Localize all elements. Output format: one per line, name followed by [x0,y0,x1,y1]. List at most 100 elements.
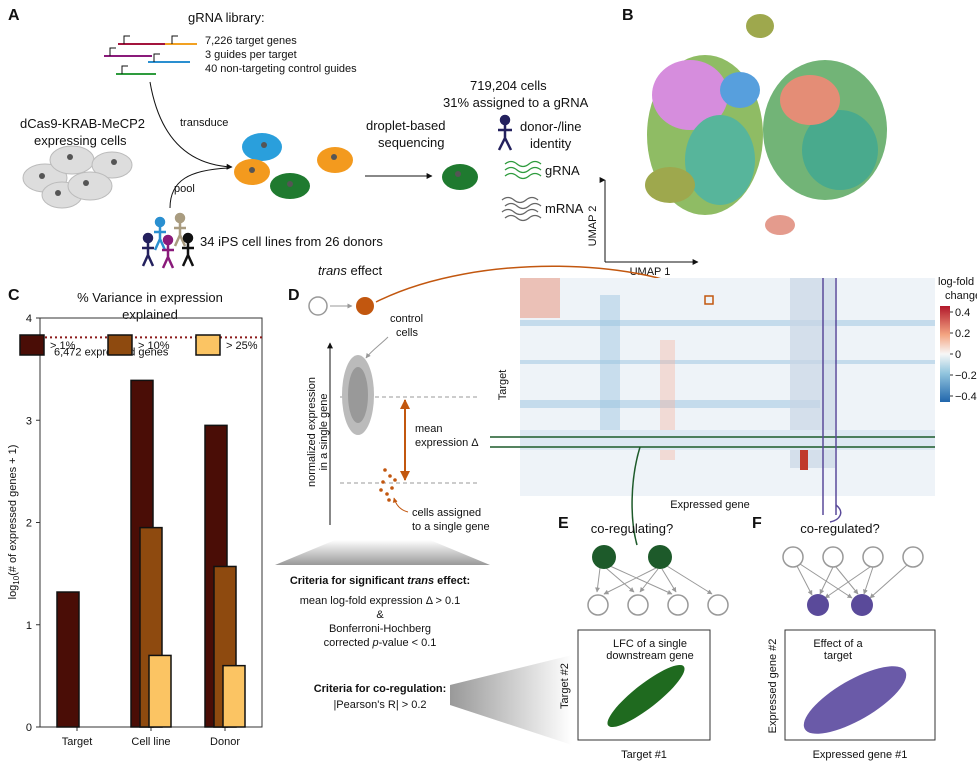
panel-f: F co-regulated? Effect of a target Expre… [752,515,936,761]
heatmap [520,278,935,496]
panel-letter: F [752,515,762,532]
nucleus [455,171,461,177]
nodes [587,594,729,616]
delta-label: mean [415,423,443,435]
transduce-arrow [149,81,233,170]
mrna-label: mRNA [545,201,584,216]
node [592,545,616,569]
grna-waves [504,160,542,180]
identity-icon [497,114,513,151]
node [356,297,374,315]
criteria-title: Criteria for significant trans effect: [290,575,470,587]
panel-letter: C [8,287,20,304]
text-part: effect: [434,575,470,587]
link-curve [829,504,842,523]
y-tick-label: 3 [26,415,32,427]
bar [222,664,246,728]
colorbar-tick-label: 0.4 [955,307,970,319]
colorbar-tick-label: 0 [955,349,961,361]
cells-label: expressing cells [34,133,127,148]
node [648,545,672,569]
highlight-box [704,295,714,305]
umap-y-label: UMAP 2 [587,206,599,247]
node [807,594,829,616]
transduce-label: transduce [180,117,228,129]
edges [796,563,908,599]
x-label: Expressed gene #1 [813,749,908,761]
node [308,296,328,316]
column-lines [822,278,837,515]
panel-title: co-regulated? [800,521,880,536]
panel-a: A gRNA library: 7,226 target genes 3 gui… [8,7,589,269]
link-curve [631,446,641,546]
italic-part: p [372,637,379,649]
y-tick-label: 0 [26,722,32,734]
legend-swatch [107,334,133,356]
delta-label: expression Δ [415,437,479,449]
y-tick-label: 1 [26,620,32,632]
shade [450,655,572,745]
library-line: 7,226 target genes [205,35,297,47]
callout [365,336,389,359]
heatmap-x-label: Expressed gene [670,499,750,511]
sequencing-label: droplet-based [366,118,446,133]
panel-b: B UMAP 2 UMAP 1 [587,7,887,278]
colorbar-tick-label: −0.2 [955,370,977,382]
sequencing-label: sequencing [378,135,445,150]
chart-title: % Variance in expression [77,290,223,305]
control-label: control [390,313,423,325]
panel-d: D trans effect Target Expressed gene log… [275,263,977,745]
grna-icons [104,35,197,75]
x-tick-label: Target [62,736,93,748]
text-part: Criteria for significant [290,575,407,587]
x-label: Target #1 [621,749,667,761]
pool-arrow [169,167,229,209]
assigned-label: cells assigned [412,507,481,519]
library-line: 3 guides per target [205,49,297,61]
umap-axes [604,180,698,262]
axis-label: normalized expression [306,377,318,487]
legend-swatch [19,334,45,356]
y-axis-label: log10(# of expressed genes + 1) [7,445,21,600]
y-tick-label: 4 [26,313,32,325]
panel-e: E co-regulating? LFC of a single downstr… [558,515,729,761]
pool-label: pool [174,183,195,195]
row-lines [490,436,935,448]
text-part: corrected [324,637,373,649]
panel-title: co-regulating? [591,521,673,536]
identity-label: donor-/line [520,119,581,134]
panel-letter: D [288,287,300,304]
assigned-label: to a single gene [412,521,490,533]
criteria-line: Bonferroni-Hochberg [329,623,431,635]
edges [595,565,713,595]
colorbar [940,306,950,402]
cells-label: dCas9-KRAB-MeCP2 [20,116,145,131]
text-part: effect [347,263,383,278]
criteria-line: & [376,609,384,621]
axis-label: in a single gene [318,393,330,470]
criteria-line: mean log-fold expression Δ > 0.1 [300,595,461,607]
note: downstream gene [606,650,693,662]
italic-part: trans [318,263,347,278]
colorbar-title: log-fold [938,276,974,288]
y-label: Target #2 [559,663,571,709]
legend-swatch [195,334,221,356]
control-label: cells [396,327,419,339]
y-label-part: (# of expressed genes + 1) [7,445,19,576]
umap-clusters [645,14,887,235]
trans-effect: trans effect [318,263,382,278]
bar [56,591,80,728]
identity-label: identity [530,136,572,151]
scatter-cloud [607,664,685,728]
cells-count: 719,204 cells [470,78,547,93]
text-part: -value < 0.1 [379,637,437,649]
panel-letter: E [558,515,569,532]
colorbar-tick-label: 0.2 [955,328,970,340]
y-tick-label: 2 [26,518,32,530]
note: Effect of a [813,638,863,650]
legend-label: > 1% [50,340,76,352]
chart-title: explained [122,307,178,322]
assigned-dots [379,468,397,502]
shade [275,540,490,565]
